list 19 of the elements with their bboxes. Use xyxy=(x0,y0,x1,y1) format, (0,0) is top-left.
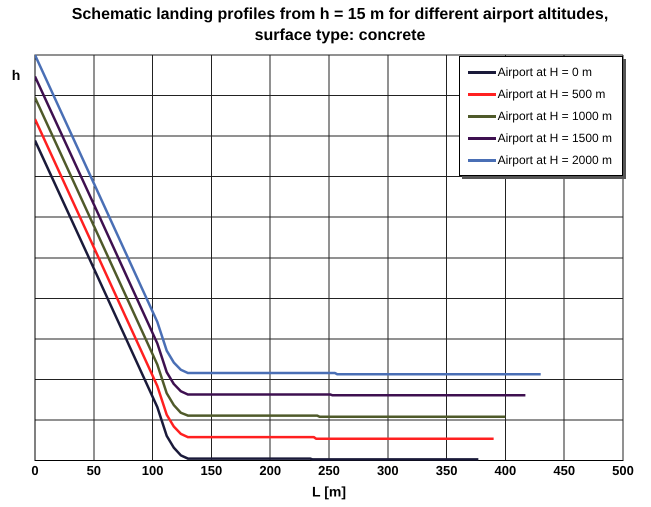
x-tick-label: 450 xyxy=(553,462,576,478)
x-tick-label: 200 xyxy=(259,462,282,478)
legend-label: Airport at H = 1500 m xyxy=(498,131,612,145)
x-tick-label: 50 xyxy=(86,462,102,478)
x-tick-label: 350 xyxy=(436,462,458,478)
x-tick-label: 150 xyxy=(200,462,222,478)
x-tick-label: 100 xyxy=(142,462,164,478)
x-axis-title: L [m] xyxy=(312,483,346,500)
x-tick-label: 250 xyxy=(318,462,340,478)
x-tick-label: 300 xyxy=(376,462,399,478)
x-tick-label: 400 xyxy=(494,462,516,478)
x-tick-label: 0 xyxy=(31,462,39,478)
legend-label: Airport at H = 0 m xyxy=(498,65,592,79)
y-axis-title: h xyxy=(12,66,20,83)
legend-label: Airport at H = 2000 m xyxy=(498,153,612,167)
legend-label: Airport at H = 500 m xyxy=(498,87,606,101)
legend-label: Airport at H = 1000 m xyxy=(498,109,612,123)
x-tick-label: 500 xyxy=(612,462,634,478)
chart-title: Schematic landing profiles from h = 15 m for different airport altitudes, surface type: concrete xyxy=(70,5,610,46)
